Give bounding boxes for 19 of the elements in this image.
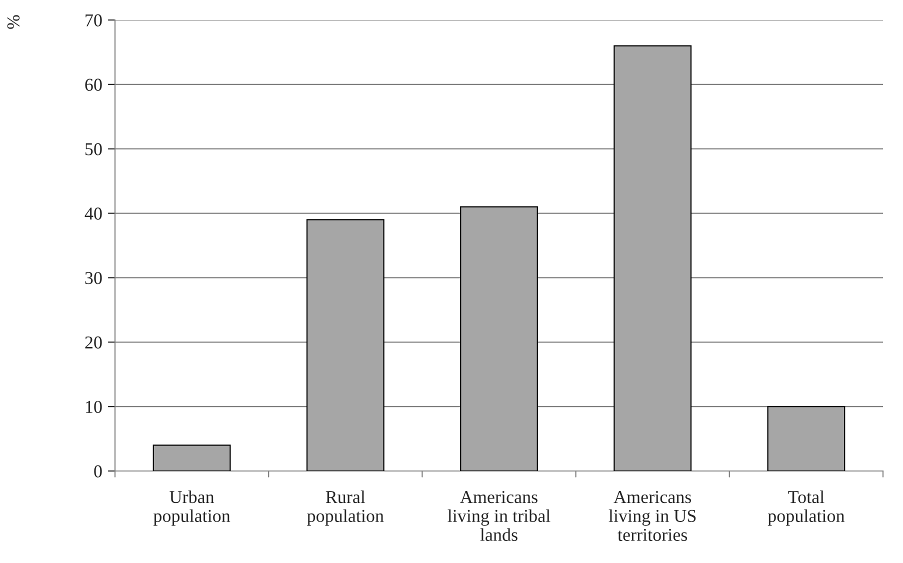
y-tick-label: 20 <box>85 336 102 349</box>
bar <box>152 444 231 471</box>
bar <box>306 219 384 471</box>
x-tick-label: Americans living in US territories <box>608 491 696 541</box>
bar <box>460 206 538 471</box>
x-tick-label: Total population <box>768 490 845 526</box>
y-tick-label: 70 <box>86 14 102 26</box>
x-tick-label: Rural population <box>307 490 384 526</box>
y-tick-label: 50 <box>85 143 102 156</box>
bar <box>614 45 692 471</box>
y-tick-label: 10 <box>86 400 102 414</box>
y-axis-title: % <box>7 15 20 29</box>
x-tick-label: Americans living in tribal lands <box>448 491 550 541</box>
bar <box>767 406 846 471</box>
y-tick-label: 60 <box>85 78 102 91</box>
x-tick-label: Urban population <box>153 490 230 526</box>
y-tick-label: 0 <box>94 465 102 478</box>
y-tick-label: 40 <box>84 208 102 220</box>
y-tick-label: 30 <box>85 272 102 284</box>
